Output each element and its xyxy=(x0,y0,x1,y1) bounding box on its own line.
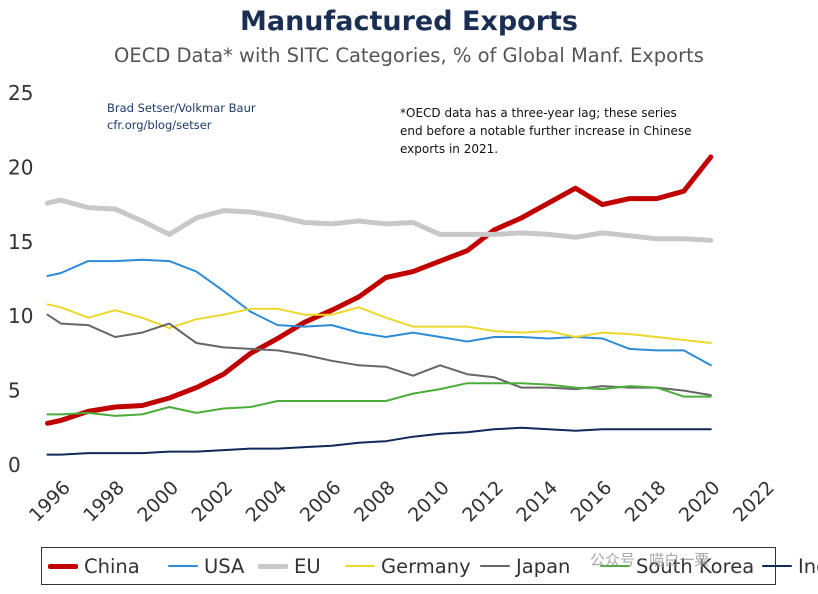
legend-swatch xyxy=(48,563,78,569)
legend-swatch xyxy=(258,563,288,569)
y-tick-label: 20 xyxy=(8,155,33,179)
legend-item-japan: Japan xyxy=(480,548,570,584)
credit-url: cfr.org/blog/setser xyxy=(107,118,212,132)
x-tick-label: 2000 xyxy=(133,477,183,527)
chart-subtitle: OECD Data* with SITC Categories, % of Gl… xyxy=(114,44,704,67)
x-tick-label: 2012 xyxy=(458,477,508,527)
note-line-3: exports in 2021. xyxy=(400,142,499,156)
legend-label: Germany xyxy=(381,554,471,578)
legend-swatch xyxy=(600,564,630,568)
x-tick-label: 2018 xyxy=(621,477,671,527)
y-tick-label: 25 xyxy=(8,81,33,105)
legend-swatch xyxy=(762,564,792,568)
x-tick-label: 1998 xyxy=(79,477,129,527)
lag-footnote: *OECD data has a three-year lag; these s… xyxy=(400,104,730,158)
x-tick-label: 2020 xyxy=(675,477,725,527)
series-line-south-korea xyxy=(46,382,712,417)
y-tick-label: 0 xyxy=(8,453,21,477)
note-line-2: end before a notable further increase in… xyxy=(400,124,692,138)
series-lines xyxy=(45,154,714,456)
x-tick-label: 2016 xyxy=(567,477,617,527)
legend-item-eu: EU xyxy=(258,548,321,584)
x-tick-label: 2004 xyxy=(242,477,292,527)
credit-author: Brad Setser/Volkmar Baur xyxy=(107,101,256,115)
legend-item-germany: Germany xyxy=(345,548,471,584)
legend-label: China xyxy=(84,554,140,578)
series-line-germany xyxy=(46,303,712,344)
series-line-china xyxy=(45,154,714,426)
legend-item-india: India xyxy=(762,548,818,584)
legend-swatch xyxy=(345,564,375,568)
legend-label: South Korea xyxy=(636,554,755,578)
watermark: 公众号 · 喵白一粟 xyxy=(590,551,710,569)
legend-item-china: China xyxy=(48,548,140,584)
y-tick-label: 5 xyxy=(8,379,21,403)
source-credit: Brad Setser/Volkmar Baur cfr.org/blog/se… xyxy=(107,100,256,134)
series-line-eu xyxy=(45,197,714,243)
legend-item-usa: USA xyxy=(168,548,244,584)
note-line-1: *OECD data has a three-year lag; these s… xyxy=(400,106,677,120)
chart-title: Manufactured Exports xyxy=(239,6,578,37)
legend-label: USA xyxy=(204,554,245,578)
legend-label: India xyxy=(798,554,818,578)
y-tick-label: 15 xyxy=(8,230,33,254)
legend-label: EU xyxy=(294,554,321,578)
series-line-japan xyxy=(46,313,712,397)
series-line-india xyxy=(46,426,712,456)
x-tick-label: 1996 xyxy=(25,477,75,527)
legend-item-south-korea: South Korea xyxy=(600,548,754,584)
y-tick-label: 10 xyxy=(8,304,33,328)
legend-swatch xyxy=(480,564,510,568)
x-tick-label: 2010 xyxy=(404,477,454,527)
x-tick-label: 2014 xyxy=(512,477,562,527)
x-tick-label: 2022 xyxy=(729,477,779,527)
x-axis: 1996 1998 2000 2002 2004 2006 2008 2010 2012 2014… xyxy=(25,477,779,527)
y-axis: 0 5 10 15 20 25 xyxy=(8,81,33,477)
series-line-usa xyxy=(46,258,712,367)
x-tick-label: 2002 xyxy=(187,477,237,527)
x-tick-label: 2006 xyxy=(296,477,346,527)
legend: China USA EU Germany Japan South Korea India xyxy=(41,547,818,585)
legend-swatch xyxy=(168,564,198,568)
x-tick-label: 2008 xyxy=(350,477,400,527)
legend-label: Japan xyxy=(516,554,571,578)
